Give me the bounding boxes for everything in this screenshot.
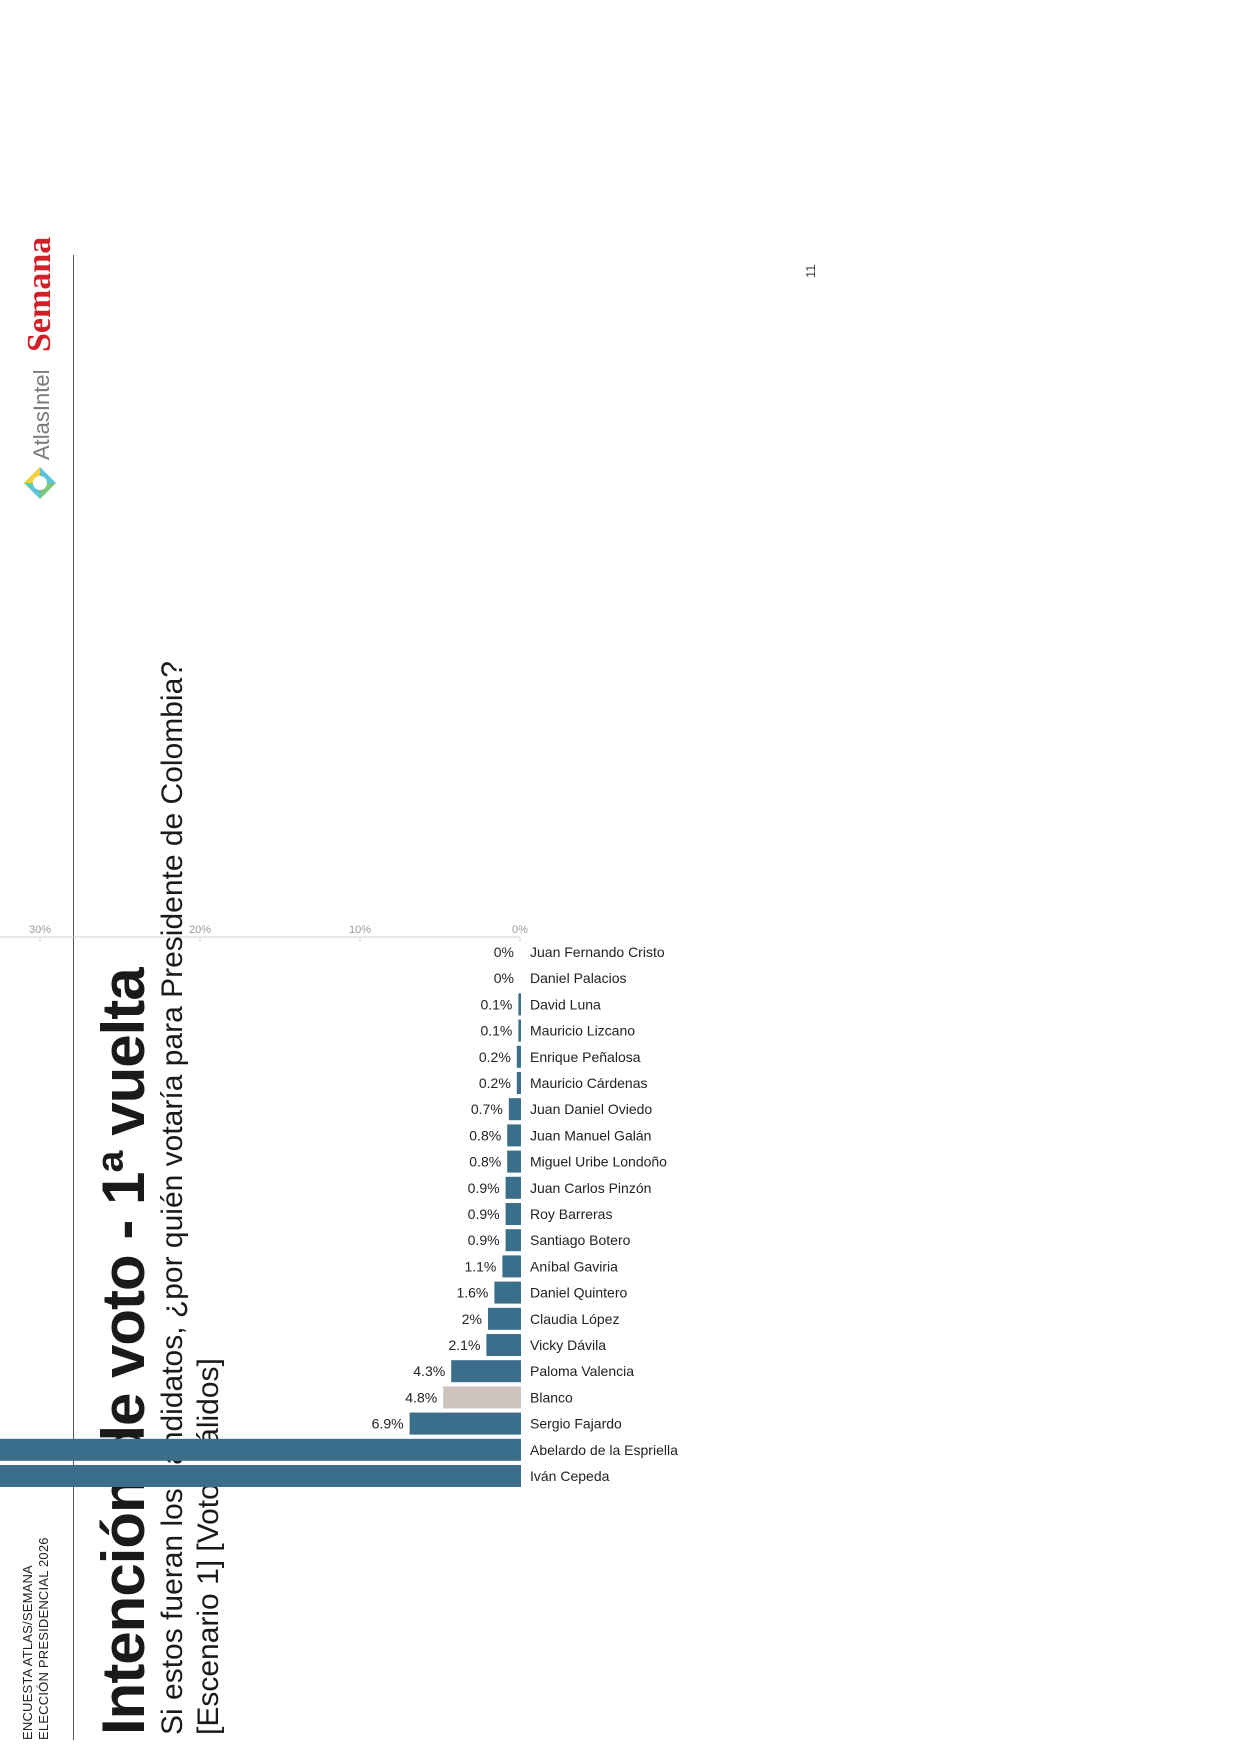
y-tick-label: 0% xyxy=(512,924,528,936)
page-number: 11 xyxy=(803,264,818,279)
value-label: 6.9% xyxy=(372,1416,404,1432)
category-label: Aníbal Gaviria xyxy=(530,1258,618,1274)
value-label: 4.3% xyxy=(413,1363,445,1379)
bar xyxy=(0,1465,520,1487)
category-label: Blanco xyxy=(530,1389,573,1405)
value-label: 0.9% xyxy=(468,1206,500,1222)
value-label: 2% xyxy=(462,1311,482,1327)
category-label: Abelardo de la Espriella xyxy=(530,1442,678,1458)
bar xyxy=(505,1203,521,1225)
value-label: 0.7% xyxy=(471,1101,503,1117)
bar xyxy=(488,1307,520,1330)
category-label: David Luna xyxy=(530,996,601,1012)
category-label: Vicky Dávila xyxy=(530,1337,606,1353)
bar xyxy=(451,1360,521,1383)
category-label: Paloma Valencia xyxy=(530,1363,634,1379)
category-label: Miguel Uribe Londoño xyxy=(530,1154,667,1170)
bar xyxy=(507,1150,521,1173)
value-label: 4.8% xyxy=(405,1389,437,1405)
value-label: 0.1% xyxy=(480,1023,512,1039)
category-label: Juan Daniel Oviedo xyxy=(530,1101,652,1117)
bar xyxy=(507,1124,521,1147)
category-label: Daniel Palacios xyxy=(530,970,627,986)
category-label: Sergio Fajardo xyxy=(530,1416,622,1432)
value-label: 0.1% xyxy=(480,996,512,1012)
category-label: Roy Barreras xyxy=(530,1206,612,1222)
value-label: 0.8% xyxy=(469,1127,501,1143)
bar xyxy=(508,1098,520,1121)
bar xyxy=(505,1176,521,1199)
category-label: Juan Manuel Galán xyxy=(530,1127,651,1143)
value-label: 0.2% xyxy=(479,1049,511,1065)
value-label: 0.8% xyxy=(469,1154,501,1170)
bar xyxy=(0,1438,521,1461)
value-label: 0.9% xyxy=(468,1180,500,1196)
category-label: Mauricio Cárdenas xyxy=(530,1075,648,1091)
category-label: Daniel Quintero xyxy=(530,1285,627,1301)
category-label: Claudia López xyxy=(530,1311,620,1327)
value-label: 0.2% xyxy=(479,1075,511,1091)
value-label: 0% xyxy=(494,970,514,986)
logos: AtlasIntel Semana xyxy=(15,237,65,500)
value-label: 2.1% xyxy=(448,1337,480,1353)
y-tick-label: 30% xyxy=(29,924,51,936)
y-tick-label: 20% xyxy=(189,924,211,936)
value-label: 1.1% xyxy=(464,1258,496,1274)
category-label: Mauricio Lizcano xyxy=(530,1023,635,1039)
bar xyxy=(502,1255,520,1278)
value-label: 0.9% xyxy=(468,1232,500,1248)
y-tick-label: 10% xyxy=(349,924,371,936)
category-label: Iván Cepeda xyxy=(530,1468,610,1484)
category-label: Juan Fernando Cristo xyxy=(530,944,665,960)
bar xyxy=(486,1334,520,1356)
category-label: Juan Carlos Pinzón xyxy=(530,1180,651,1196)
bar xyxy=(443,1386,521,1409)
bar xyxy=(409,1412,521,1435)
bar xyxy=(494,1281,520,1304)
category-label: Enrique Peñalosa xyxy=(530,1049,641,1065)
value-label: 1.6% xyxy=(456,1285,488,1301)
bar xyxy=(505,1229,521,1252)
category-label: Santiago Botero xyxy=(530,1232,631,1248)
atlasintel-logo-icon xyxy=(24,467,56,499)
value-label: 0% xyxy=(494,944,514,960)
